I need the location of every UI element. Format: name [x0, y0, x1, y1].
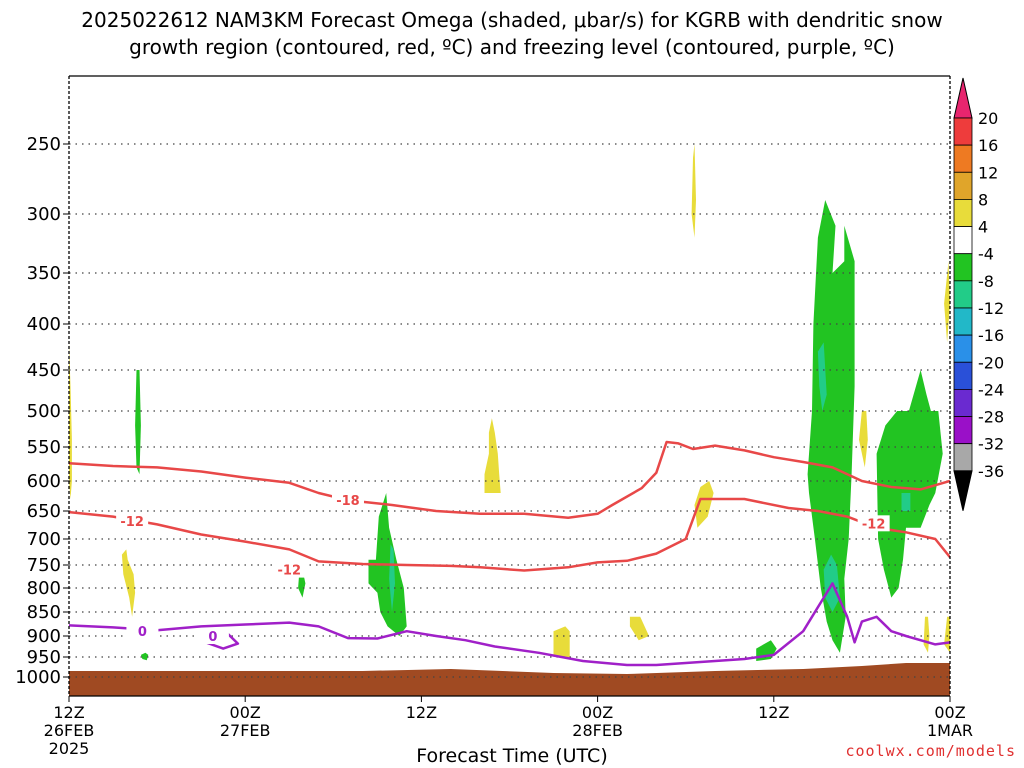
- isotherm--18: [69, 440, 950, 519]
- omega-region-ascent-hr5-strip: [135, 370, 141, 475]
- plot-area: [69, 76, 950, 696]
- colorbar-label-10: -24: [978, 380, 1004, 399]
- colorbar-label-9: -20: [978, 353, 1004, 372]
- colorbar-label-7: -12: [978, 299, 1004, 318]
- x-tick-label-0-3: 2025: [49, 739, 90, 758]
- isotherm-label-0-loop-hr10: 0: [208, 630, 217, 645]
- omega-region-core-hr12-upper: [817, 342, 827, 411]
- y-tick-label-750: 750: [27, 555, 61, 576]
- y-tick-label-1000: 1000: [15, 667, 61, 688]
- terrain-fill: [69, 663, 950, 696]
- colorbar-label-11: -28: [978, 408, 1004, 427]
- isotherm-contours: -18 -12 -12 -12 0 0: [69, 440, 950, 667]
- y-tick-label-600: 600: [27, 471, 61, 492]
- x-tick-label-4-1: 12Z: [758, 703, 789, 722]
- y-tick-label-300: 300: [27, 204, 61, 225]
- y-tick-label-450: 450: [27, 360, 61, 381]
- y-tick-label-650: 650: [27, 501, 61, 522]
- omega-region-core-hr7: [389, 544, 395, 612]
- x-tick-label-0-1: 12Z: [53, 703, 84, 722]
- omega-region-ascent-hr2: [140, 652, 149, 661]
- omega-region-descent-hr23: [859, 411, 868, 468]
- chart-title-line2: growth region (contoured, red, ºC) and f…: [129, 35, 895, 59]
- isotherm-label-0: 0: [138, 625, 147, 640]
- credit-label: coolwx.com/models: [845, 742, 1016, 760]
- colorbar-band-4: [953, 199, 973, 227]
- isotherm-label-bg-0: [126, 623, 159, 640]
- isotherm-label-bg--12: [273, 561, 306, 578]
- colorbar-band-3: [953, 171, 973, 200]
- isotherm-label--12: -12: [278, 564, 302, 579]
- y-tick-label-800: 800: [27, 578, 61, 599]
- y-tick-label-850: 850: [27, 602, 61, 623]
- colorbar-label-3: 8: [978, 190, 988, 209]
- x-tick-label-5-1: 00Z: [934, 703, 965, 722]
- isotherm-label--12: -12: [862, 517, 886, 532]
- colorbar-band-9: [953, 334, 973, 363]
- colorbar-band-13: [953, 443, 973, 472]
- plot-background: [69, 76, 950, 696]
- x-tick-label-3-2: 28FEB: [572, 721, 623, 740]
- omega-region-descent-hr26-high: [944, 261, 950, 343]
- omega-region-core-hr14: [901, 493, 911, 511]
- omega-region-descent-hr26-low: [923, 616, 930, 653]
- colorbar-label-5: -4: [978, 245, 994, 264]
- x-tick-label-2-1: 12Z: [406, 703, 437, 722]
- y-tick-label-700: 700: [27, 529, 61, 550]
- omega-region-descent-hr2: [121, 549, 136, 617]
- omega-region-descent-hr14: [484, 418, 501, 493]
- colorbar-label-1: 16: [978, 136, 998, 155]
- colorbar-band-2: [953, 144, 973, 173]
- colorbar-band-10: [953, 361, 973, 390]
- colorbar-top-arrow: [953, 77, 973, 119]
- colorbar-label-8: -16: [978, 326, 1004, 345]
- colorbar-band-11: [953, 388, 973, 417]
- colorbar-label-4: 4: [978, 218, 988, 237]
- y-tick-label-900: 900: [27, 626, 61, 647]
- isotherm-label-bg--12: [857, 515, 890, 532]
- x-tick-label-3-1: 00Z: [582, 703, 613, 722]
- isotherm-label-bg--12: [116, 513, 149, 530]
- colorbar-label-13: -36: [978, 462, 1004, 481]
- y-tick-label-350: 350: [27, 263, 61, 284]
- omega-region-descent-hr17: [553, 626, 570, 657]
- omega-region-descent-hr21-high: [691, 144, 696, 238]
- colorbar-band-5: [953, 226, 973, 255]
- x-tick-label-5-2: 1MAR: [927, 721, 973, 740]
- colorbar-label-12: -32: [978, 435, 1004, 454]
- colorbar-band-8: [953, 307, 973, 336]
- colorbar-band-6: [953, 253, 973, 282]
- x-axis-label: Forecast Time (UTC): [416, 745, 608, 767]
- isotherm-label-bg--18: [331, 492, 364, 509]
- terrain: [69, 663, 950, 696]
- x-tick-label-1-2: 27FEB: [220, 721, 271, 740]
- colorbar: 20 16 12 8 4 -4 -8 -12 -16 -20 -24 -28 -32 -36: [953, 77, 1004, 511]
- colorbar-band-12: [953, 416, 973, 445]
- y-tick-label-400: 400: [27, 314, 61, 335]
- colorbar-label-0: 20: [978, 109, 998, 128]
- x-tick-label-0-2: 26FEB: [44, 721, 95, 740]
- colorbar-bottom-arrow: [953, 470, 973, 511]
- y-tick-label-950: 950: [27, 647, 61, 668]
- omega-region-ascent-hr14: [876, 370, 943, 598]
- chart-title-line1: 2025022612 NAM3KM Forecast Omega (shaded…: [81, 8, 943, 32]
- isotherm-label-bg-0-loop-hr10: [196, 628, 229, 644]
- y-tick-label-500: 500: [27, 401, 61, 422]
- omega-region-descent-hr19: [629, 616, 649, 641]
- colorbar-band-1: [953, 117, 973, 146]
- y-tick-label-550: 550: [27, 437, 61, 458]
- isotherm-0: [69, 582, 950, 667]
- colorbar-label-2: 12: [978, 163, 998, 182]
- omega-region-descent-hr21: [694, 481, 714, 528]
- colorbar-label-6: -8: [978, 272, 994, 291]
- isotherm-label--18: -18: [336, 494, 360, 509]
- colorbar-band-7: [953, 280, 973, 309]
- y-tick-label-250: 250: [27, 134, 61, 155]
- x-tick-label-1-1: 00Z: [230, 703, 261, 722]
- isotherm-label--12: -12: [120, 515, 144, 530]
- omega-region-descent-hr0: [69, 342, 72, 499]
- isotherm--12: [69, 497, 950, 572]
